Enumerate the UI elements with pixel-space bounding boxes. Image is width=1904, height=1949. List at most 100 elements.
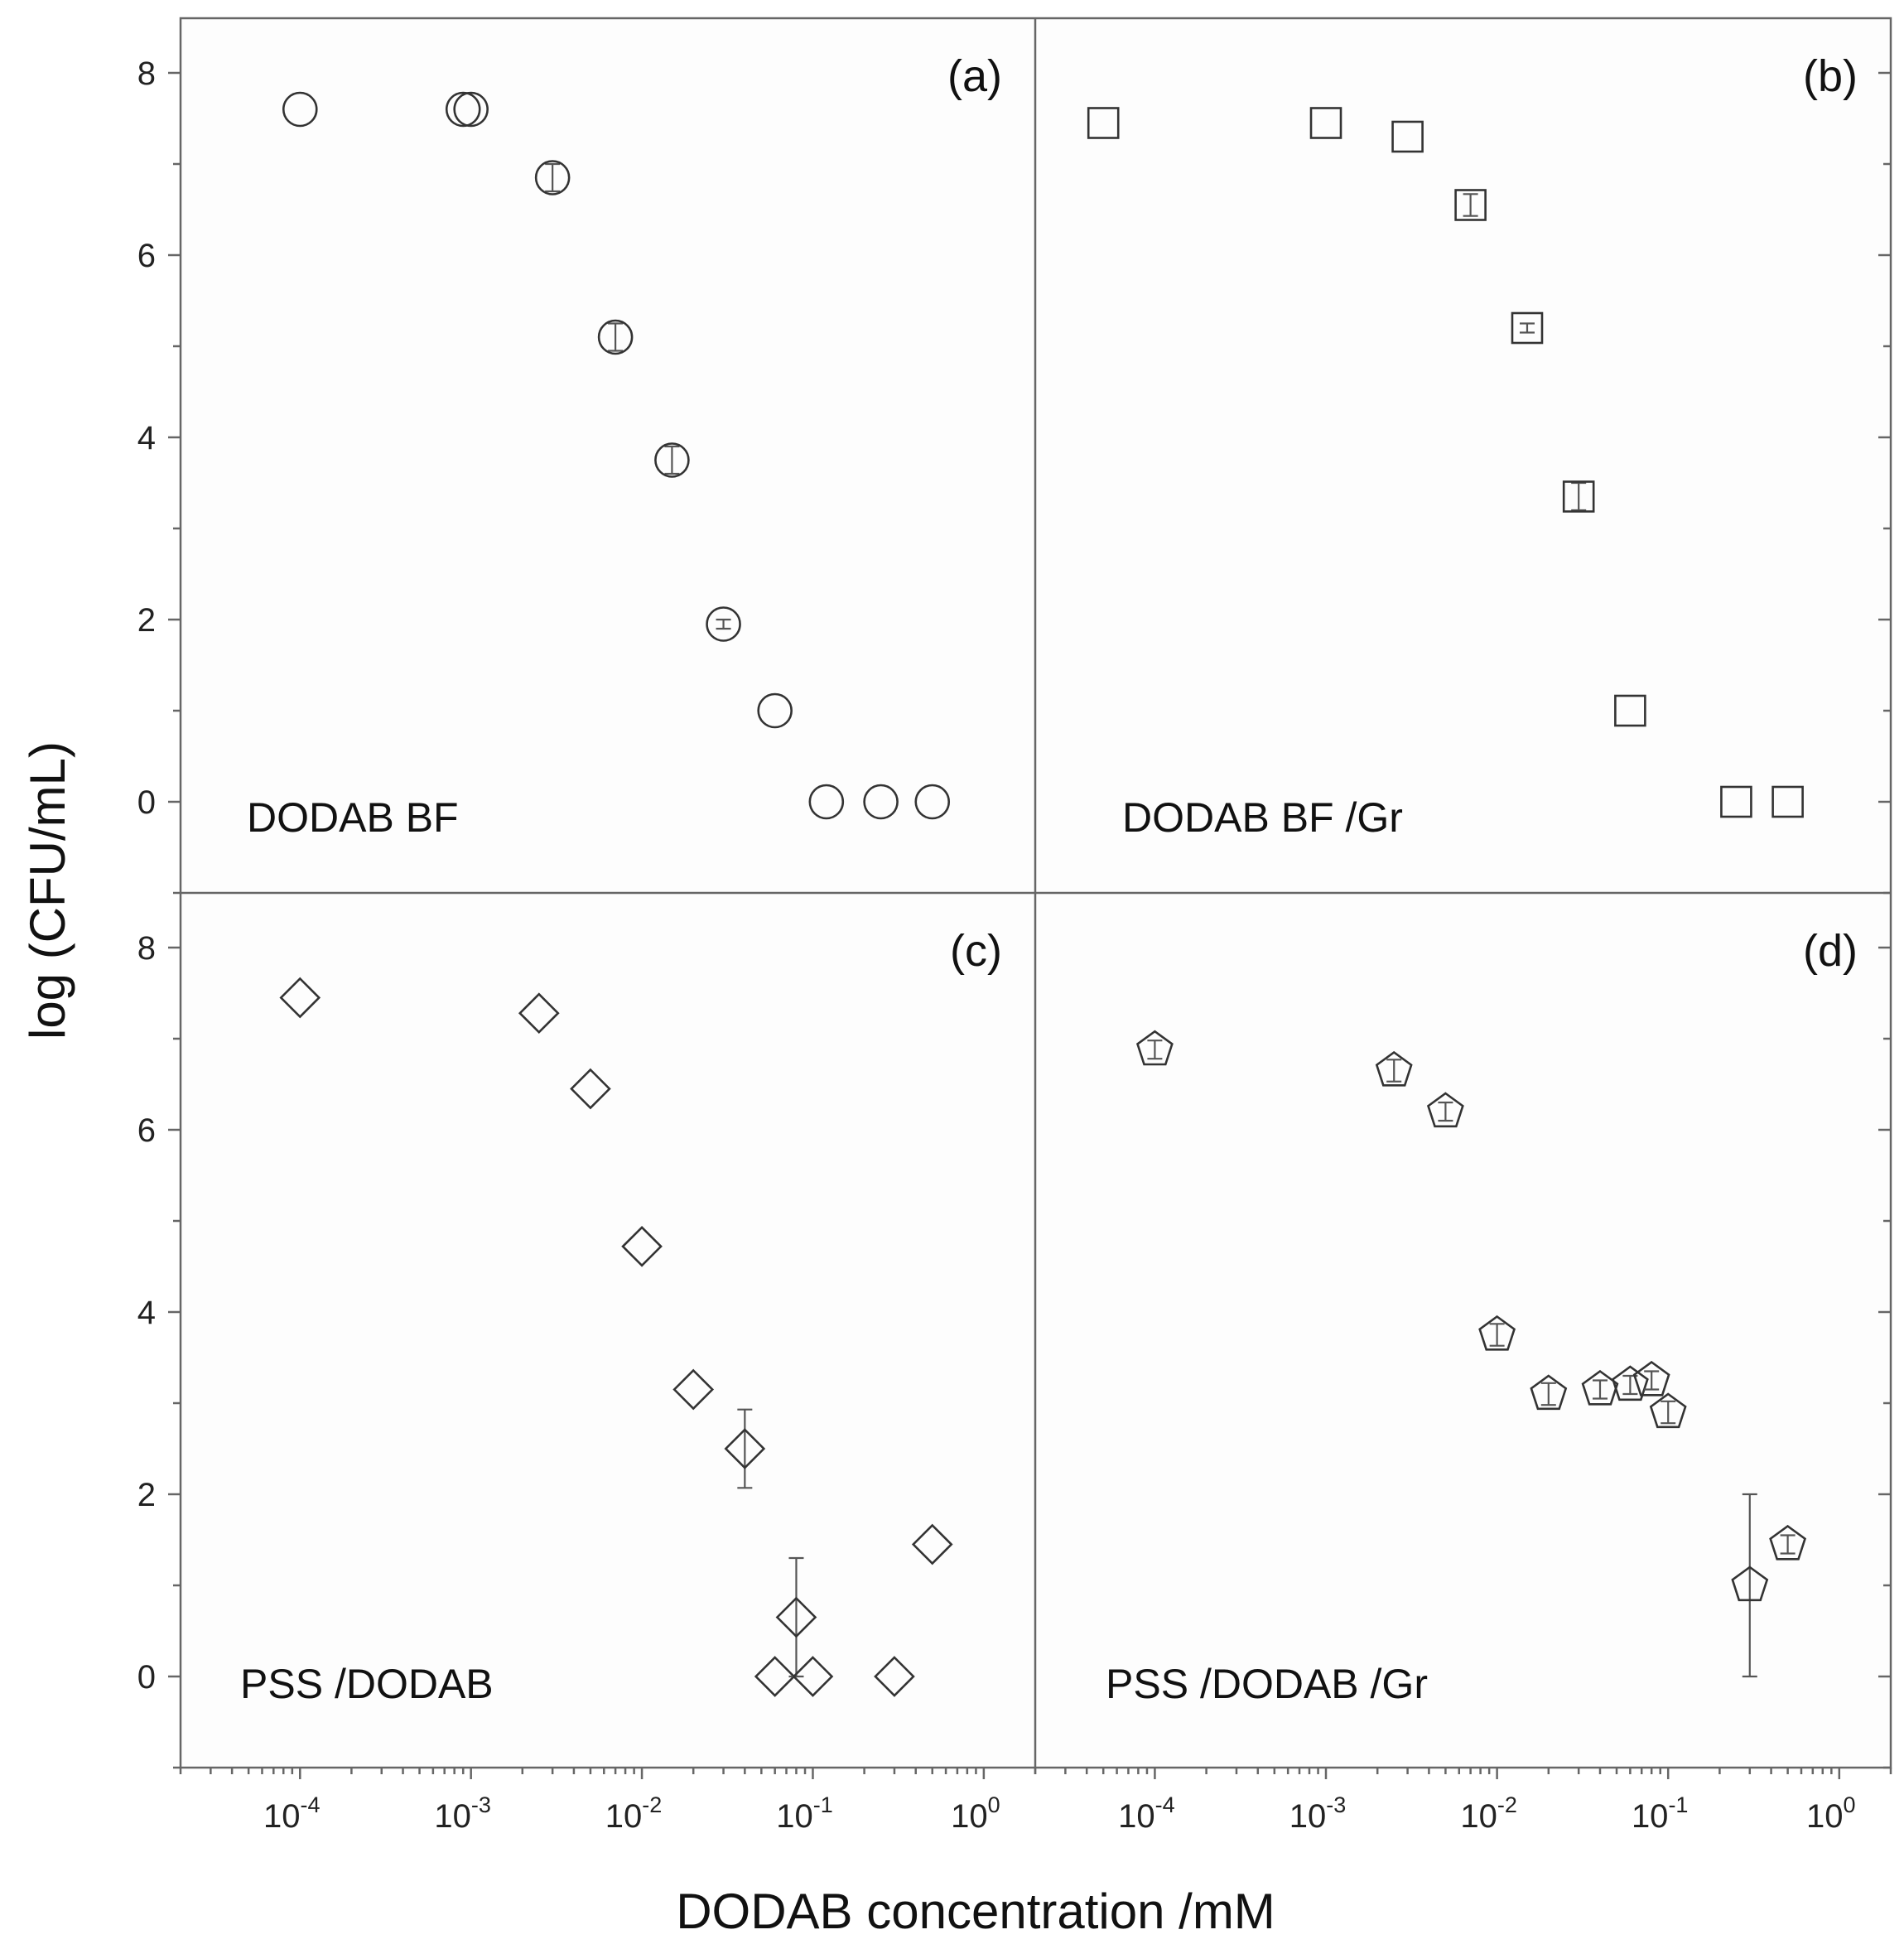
data-point [654, 442, 690, 478]
circle-marker [914, 784, 951, 820]
x-tick-label: 100 [951, 1792, 1000, 1835]
circle-marker [706, 606, 741, 642]
data-point [914, 784, 951, 820]
square-marker [1720, 785, 1752, 818]
data-point [1511, 311, 1544, 345]
panel-background-4 [1035, 893, 1891, 1768]
data-point [754, 1656, 796, 1697]
y-tick-label: 6 [137, 1112, 156, 1149]
y-tick-label: 6 [137, 238, 156, 274]
pentagon-marker [1611, 1365, 1649, 1401]
panel-letter: (b) [1803, 51, 1858, 101]
data-point [570, 1068, 611, 1110]
data-point [863, 784, 899, 820]
diamond-marker [518, 992, 560, 1035]
y-tick-label: 4 [137, 420, 156, 456]
data-point [1454, 189, 1487, 221]
data-point [534, 160, 571, 195]
circle-marker [445, 91, 481, 128]
x-tick-label-exponent: -1 [813, 1792, 833, 1817]
data-point [279, 977, 321, 1019]
data-point [775, 1556, 817, 1678]
x-tick-label-base: 10 [951, 1798, 988, 1835]
pentagon-marker [1426, 1092, 1464, 1128]
diamond-marker [911, 1523, 953, 1565]
circle-marker [654, 442, 690, 478]
data-point [1375, 1050, 1413, 1087]
data-point [1649, 1392, 1687, 1429]
x-tick-label: 100 [1806, 1792, 1856, 1835]
x-axis-title: DODAB concentration /mM [676, 1884, 1275, 1939]
circle-marker [863, 784, 899, 820]
data-point [1426, 1092, 1464, 1128]
x-tick-label-exponent: -2 [1497, 1792, 1517, 1817]
data-point [597, 319, 634, 355]
x-tick-label: 10-4 [1118, 1792, 1175, 1835]
x-tick-label-base: 10 [1460, 1798, 1497, 1835]
data-point [1562, 480, 1595, 513]
x-tick-label-exponent: -4 [301, 1792, 321, 1817]
square-marker [1511, 311, 1544, 345]
y-tick-label: 2 [137, 1477, 156, 1513]
circle-marker [453, 91, 489, 128]
circle-marker [757, 692, 793, 729]
diamond-marker [279, 977, 321, 1019]
panels-layer [181, 18, 1891, 1768]
pentagon-marker [1632, 1360, 1670, 1397]
panel-name: PSS /DODAB /Gr [1106, 1661, 1428, 1707]
x-tick-label: 10-1 [1632, 1792, 1689, 1835]
circle-marker [808, 784, 845, 820]
panel-letter: (c) [950, 926, 1002, 976]
diamond-marker [874, 1656, 915, 1697]
square-marker [1391, 120, 1424, 153]
diamond-marker [621, 1225, 663, 1267]
data-point [757, 692, 793, 729]
circle-marker [597, 319, 634, 355]
circle-marker [282, 91, 318, 128]
x-tick-label: 10-4 [263, 1792, 321, 1835]
data-point [1135, 1030, 1174, 1066]
square-marker [1562, 480, 1595, 513]
pentagon-marker [1649, 1392, 1687, 1429]
data-point [672, 1368, 715, 1411]
x-tick-label-exponent: 0 [1844, 1792, 1856, 1817]
x-tick-label-base: 10 [434, 1798, 471, 1835]
data-point [1769, 1524, 1807, 1561]
pentagon-marker [1530, 1374, 1568, 1411]
square-marker [1771, 785, 1804, 818]
panel-letter: (d) [1803, 926, 1858, 976]
y-tick-label: 0 [137, 784, 156, 821]
data-point [1087, 107, 1120, 139]
square-marker [1309, 107, 1342, 139]
data-point [724, 1408, 766, 1489]
x-tick-label-base: 10 [605, 1798, 643, 1835]
x-tick-label-base: 10 [1289, 1798, 1327, 1835]
x-tick-label-exponent: -3 [471, 1792, 491, 1817]
data-point [1530, 1374, 1568, 1411]
data-point [1614, 694, 1646, 727]
diamond-marker [570, 1068, 611, 1110]
panel-letter: (a) [947, 51, 1002, 101]
x-tick-label-exponent: -2 [642, 1792, 662, 1817]
data-point [1478, 1315, 1516, 1351]
square-marker [1614, 694, 1646, 727]
panel-background-3 [181, 893, 1035, 1768]
pentagon-marker [1731, 1565, 1769, 1602]
x-tick-label-base: 10 [776, 1798, 813, 1835]
data-point [911, 1523, 953, 1565]
x-tick-label: 10-1 [776, 1792, 833, 1835]
x-tick-label: 10-2 [605, 1792, 663, 1835]
diamond-marker [724, 1428, 766, 1469]
y-tick-label: 4 [137, 1295, 156, 1331]
panel-name: DODAB BF [247, 794, 459, 841]
x-tick-label-exponent: 0 [988, 1792, 1000, 1817]
x-tick-label-base: 10 [1806, 1798, 1844, 1835]
data-point [1632, 1360, 1670, 1397]
x-tick-label: 10-3 [434, 1792, 491, 1835]
pentagon-marker [1769, 1524, 1807, 1561]
panel-name: DODAB BF /Gr [1122, 794, 1403, 841]
data-point [792, 1656, 834, 1697]
circle-marker [534, 160, 571, 195]
data-point [1731, 1493, 1769, 1678]
